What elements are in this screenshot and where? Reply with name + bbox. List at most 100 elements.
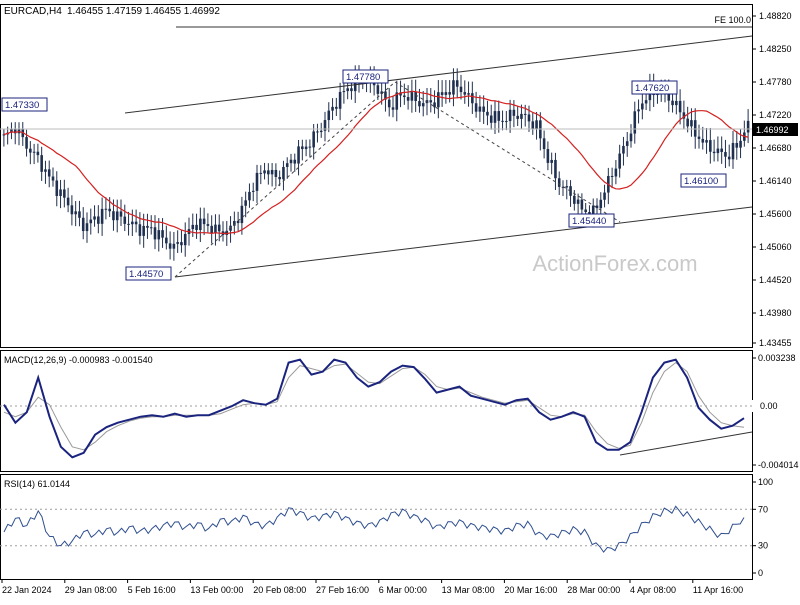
candle[interactable] xyxy=(493,111,497,123)
candle[interactable] xyxy=(165,237,168,244)
candle[interactable] xyxy=(335,106,338,109)
candle[interactable] xyxy=(565,186,569,188)
candle[interactable] xyxy=(47,169,51,177)
candle[interactable] xyxy=(633,111,637,134)
candle[interactable] xyxy=(346,88,349,92)
candle[interactable] xyxy=(523,113,527,115)
candle[interactable] xyxy=(580,199,584,210)
candle[interactable] xyxy=(63,189,66,198)
candle[interactable] xyxy=(527,114,531,122)
candle[interactable] xyxy=(641,103,644,110)
candle[interactable] xyxy=(455,80,459,87)
candle[interactable] xyxy=(304,146,308,150)
candle[interactable] xyxy=(316,131,319,133)
candle[interactable] xyxy=(244,200,247,206)
candle[interactable] xyxy=(172,243,176,249)
candle[interactable] xyxy=(74,211,77,215)
candle[interactable] xyxy=(739,140,742,148)
candle[interactable] xyxy=(108,208,111,212)
candle[interactable] xyxy=(327,110,331,121)
candle[interactable] xyxy=(267,170,270,175)
candle[interactable] xyxy=(682,112,686,119)
candle[interactable] xyxy=(89,219,93,224)
candle[interactable] xyxy=(51,176,55,181)
candle[interactable] xyxy=(36,151,40,156)
candle[interactable] xyxy=(735,142,739,148)
candle[interactable] xyxy=(406,97,410,101)
candle[interactable] xyxy=(127,223,130,225)
candle[interactable] xyxy=(312,131,315,148)
candle[interactable] xyxy=(667,90,671,101)
candle[interactable] xyxy=(10,128,13,133)
candle[interactable] xyxy=(119,211,123,217)
candle[interactable] xyxy=(437,92,440,108)
candle[interactable] xyxy=(542,138,546,150)
candle[interactable] xyxy=(693,120,697,137)
candle[interactable] xyxy=(255,172,259,191)
candle[interactable] xyxy=(520,113,523,119)
candle[interactable] xyxy=(531,121,535,130)
candle[interactable] xyxy=(206,224,210,226)
candle[interactable] xyxy=(550,159,553,163)
candle[interactable] xyxy=(629,133,633,142)
candle[interactable] xyxy=(210,225,213,234)
candle[interactable] xyxy=(448,92,451,95)
candle[interactable] xyxy=(478,106,482,112)
candle[interactable] xyxy=(112,211,115,221)
candle[interactable] xyxy=(705,140,708,143)
candle[interactable] xyxy=(603,192,606,200)
candle[interactable] xyxy=(153,227,157,240)
candle[interactable] xyxy=(301,146,304,150)
candle[interactable] xyxy=(591,205,595,217)
candle[interactable] xyxy=(289,159,293,164)
candle[interactable] xyxy=(180,242,183,246)
candle[interactable] xyxy=(433,102,436,108)
candle[interactable] xyxy=(78,211,81,218)
candle[interactable] xyxy=(25,137,28,149)
candle[interactable] xyxy=(274,169,278,177)
candle[interactable] xyxy=(225,230,229,235)
candle[interactable] xyxy=(686,118,689,127)
candle[interactable] xyxy=(727,156,731,160)
candle[interactable] xyxy=(263,170,266,174)
candle[interactable] xyxy=(282,166,285,180)
candle[interactable] xyxy=(505,121,508,123)
candle[interactable] xyxy=(233,220,236,226)
candle[interactable] xyxy=(709,140,712,152)
candle[interactable] xyxy=(199,218,202,231)
candle[interactable] xyxy=(554,159,557,179)
candle[interactable] xyxy=(675,100,678,106)
candle[interactable] xyxy=(471,93,474,104)
candle[interactable] xyxy=(66,197,70,206)
candle[interactable] xyxy=(482,106,485,112)
candle[interactable] xyxy=(403,95,406,98)
candle[interactable] xyxy=(399,92,402,96)
candle[interactable] xyxy=(338,91,342,109)
candle[interactable] xyxy=(440,92,444,95)
candle[interactable] xyxy=(2,134,6,136)
candle[interactable] xyxy=(625,141,629,146)
candle[interactable] xyxy=(418,101,421,107)
candle[interactable] xyxy=(387,99,391,108)
candle[interactable] xyxy=(214,224,217,234)
candle[interactable] xyxy=(259,172,263,174)
candle[interactable] xyxy=(395,92,399,110)
candle[interactable] xyxy=(138,224,142,236)
candle[interactable] xyxy=(168,243,172,249)
candle[interactable] xyxy=(716,148,720,154)
candle[interactable] xyxy=(614,168,618,177)
candle[interactable] xyxy=(342,91,346,93)
candle[interactable] xyxy=(391,107,395,110)
candle[interactable] xyxy=(720,148,723,153)
candle[interactable] xyxy=(297,146,300,164)
candle[interactable] xyxy=(176,242,179,244)
candle[interactable] xyxy=(557,178,561,187)
candle[interactable] xyxy=(85,223,89,232)
candle[interactable] xyxy=(724,152,727,157)
candle[interactable] xyxy=(29,148,32,153)
candle[interactable] xyxy=(561,186,565,188)
candle[interactable] xyxy=(712,151,716,154)
candle[interactable] xyxy=(414,91,417,102)
candle[interactable] xyxy=(618,153,621,169)
